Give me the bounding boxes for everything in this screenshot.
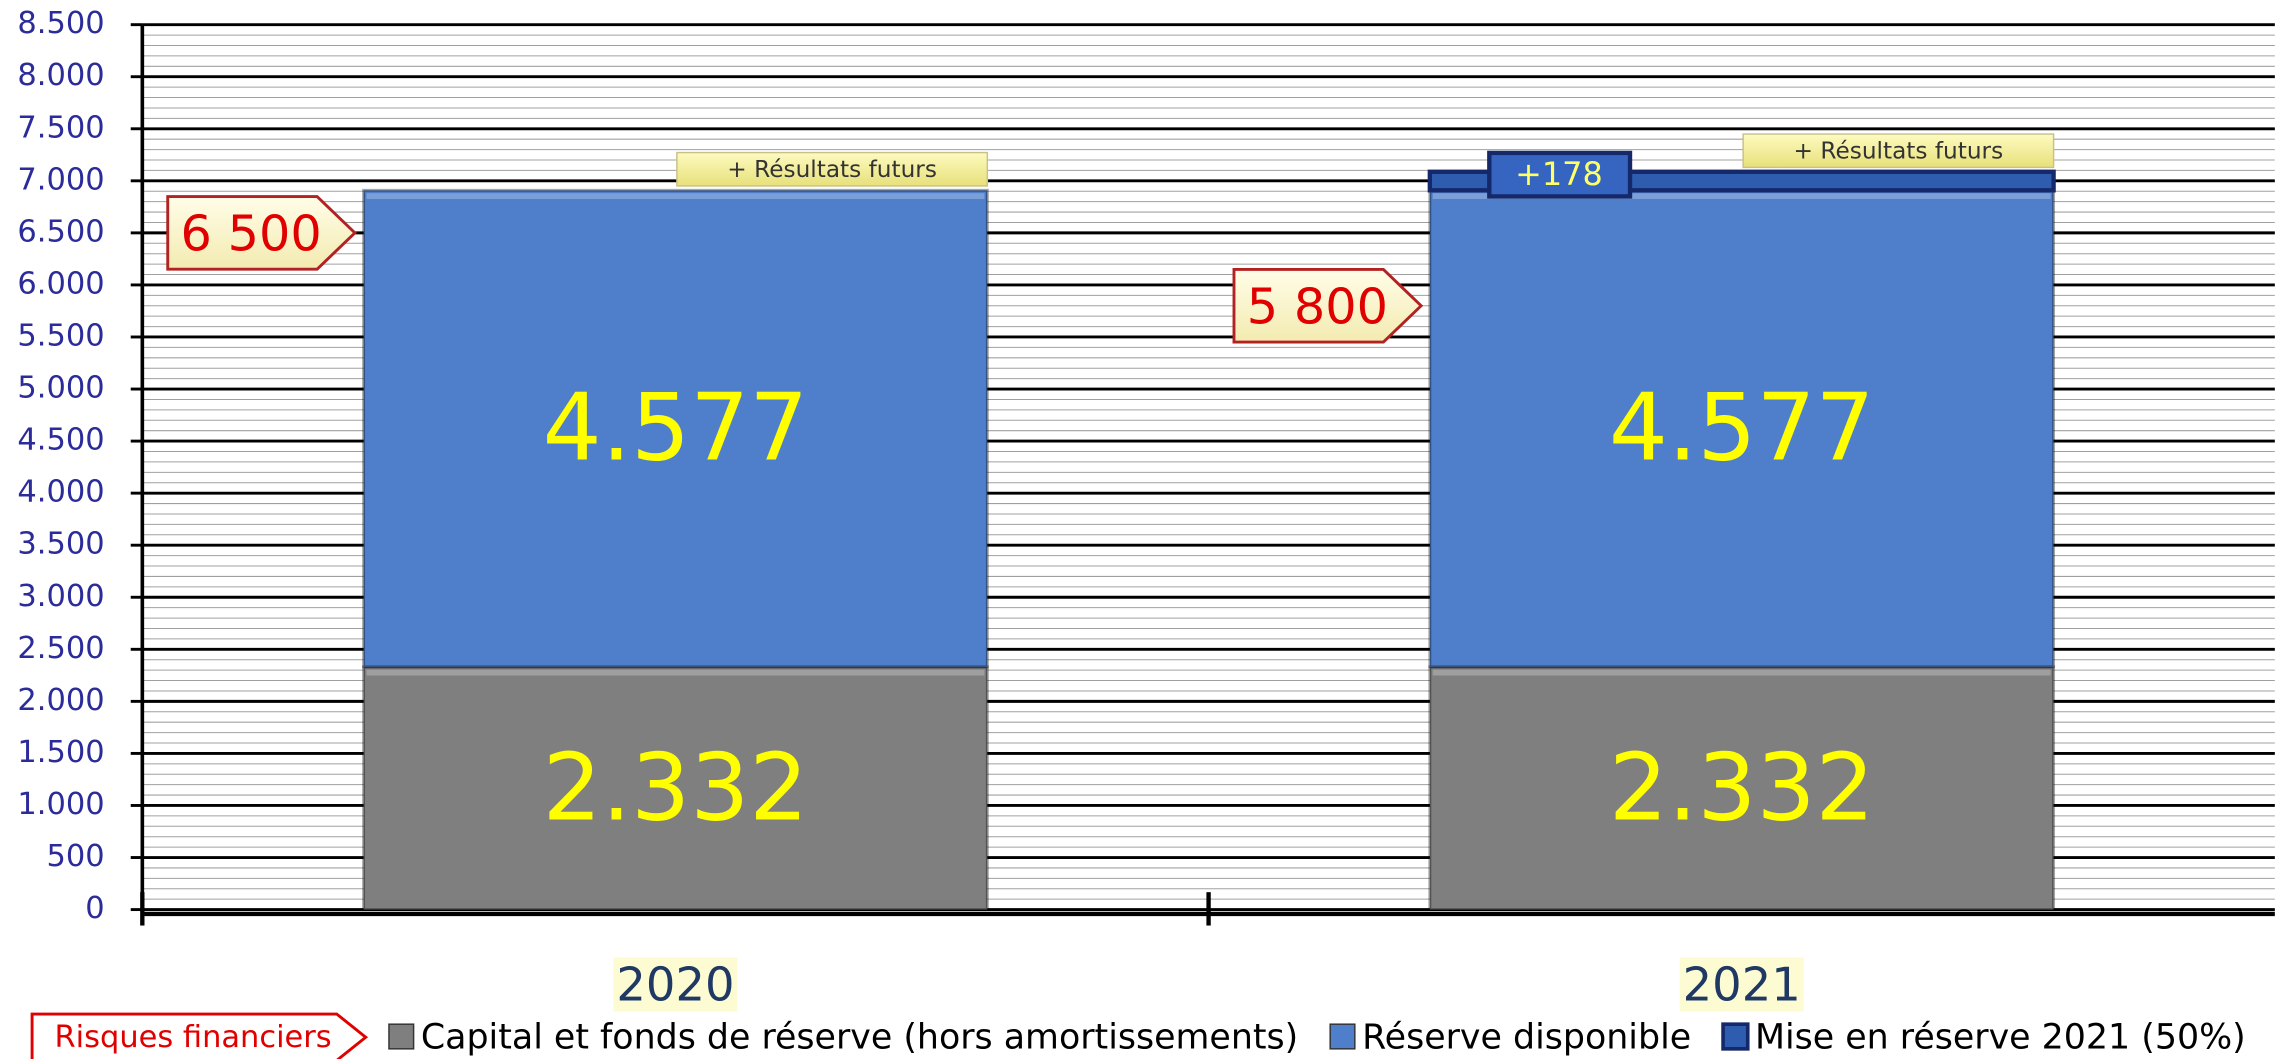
value-label: 4.577 [1609,374,1875,482]
value-label: 2.332 [1609,733,1875,841]
y-tick-label: 8.000 [17,58,104,93]
callout [166,195,357,271]
bar [1428,665,2056,912]
x-tick-label-bg [613,957,738,1012]
note: + Résultats futurs [727,156,937,183]
bar-bevel [1432,669,2051,676]
note: + Résultats futurs [1794,138,2004,165]
y-tick-label: 4.000 [17,475,104,510]
y-tick-label: 5.000 [17,371,104,406]
bar [362,188,989,669]
y-tick-label: 3.000 [17,579,104,614]
callout [1232,268,1424,344]
legend-callout [30,1012,369,1059]
y-tick-label: 3.500 [17,527,104,562]
value-label: 2.332 [543,733,809,841]
callout-label: 5 800 [1247,278,1388,336]
y-tick-label: 500 [46,839,104,874]
y-tick-label: 2.000 [17,683,104,718]
y-tick-label: 7.500 [17,110,104,145]
legend-label: Capital et fonds de réserve (hors amorti… [421,1018,1298,1058]
x-tick-label-bg [1679,957,1804,1012]
legend-label: Mise en réserve 2021 (50%) [1755,1018,2246,1058]
legend-swatch [388,1023,415,1050]
legend-swatch [1329,1023,1356,1050]
bar-bevel [1432,193,2051,200]
y-tick-label: 2.500 [17,631,104,666]
value-label: 4.577 [543,374,809,482]
note-box [676,151,989,187]
y-tick-label: 8.500 [17,6,104,41]
legend-callout-label: Risques financiers [55,1020,332,1055]
bar-bevel [366,193,985,200]
bar-bevel [366,669,985,676]
y-tick-label: 5.500 [17,318,104,353]
y-tick-label: 6.500 [17,214,104,249]
bar [362,665,989,912]
legend-swatch [1721,1022,1750,1051]
bar [1428,188,2056,669]
y-tick-label: 7.000 [17,162,104,197]
y-tick-label: 6.000 [17,266,104,301]
plot: 2.332 4.577 + Résultats futurs 6 500 2.332 4.… [166,133,2056,912]
value-label-box [1487,150,1633,199]
y-tick-label: 1.500 [17,735,104,770]
note-box [1742,133,2055,169]
y-tick-label: 1.000 [17,787,104,822]
callout-label: 6 500 [181,205,322,263]
y-tick-label: 0 [85,891,104,926]
x-tick-label: 2021 [1683,957,1801,1011]
value-label: +178 [1515,155,1603,193]
x-tick-label: 2020 [616,957,734,1011]
legend-label: Réserve disponible [1362,1018,1691,1058]
y-tick-label: 4.500 [17,423,104,458]
